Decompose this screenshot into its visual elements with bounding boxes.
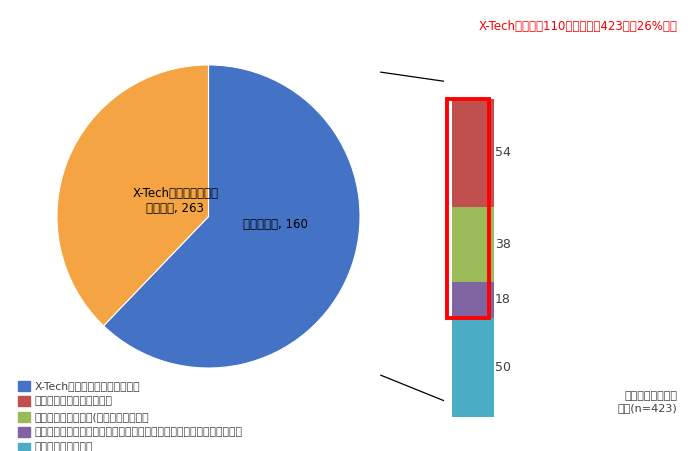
Text: 18: 18: [495, 294, 511, 307]
Bar: [18, 442, 31, 451]
Text: まだ経験はしていないが、今後そういう経験をすることが決まっている: まだ経験はしていないが、今後そういう経験をすることが決まっている: [35, 427, 243, 437]
Text: 単回答、単位：人
全体(n=423): 単回答、単位：人 全体(n=423): [618, 391, 678, 413]
Bar: [18, 412, 31, 422]
Text: 現在、経験している(取り組んでいる）: 現在、経験している(取り組んでいる）: [35, 412, 149, 422]
Bar: [452, 207, 494, 282]
Bar: [452, 318, 494, 417]
Bar: [18, 381, 31, 391]
Text: X-Tech経験有（110人）は全体423人の26%相当: X-Tech経験有（110人）は全体423人の26%相当: [479, 20, 678, 33]
Text: X-Techを知らない／わからない: X-Techを知らない／わからない: [35, 381, 140, 391]
Bar: [18, 427, 31, 437]
Bar: [452, 282, 494, 318]
Bar: [447, 99, 489, 318]
Text: 過去に経験したことがある: 過去に経験したことがある: [35, 396, 113, 406]
Text: 50: 50: [495, 361, 511, 374]
Wedge shape: [57, 65, 208, 326]
Text: 知っている, 160: 知っている, 160: [243, 217, 308, 230]
Bar: [452, 99, 494, 207]
Text: 54: 54: [495, 147, 511, 160]
Text: 38: 38: [495, 238, 511, 251]
Text: 経験したことがない: 経験したことがない: [35, 442, 93, 451]
Text: X-Techを知らない／わ
からない, 263: X-Techを知らない／わ からない, 263: [132, 187, 218, 215]
Wedge shape: [104, 65, 360, 368]
Bar: [18, 396, 31, 406]
